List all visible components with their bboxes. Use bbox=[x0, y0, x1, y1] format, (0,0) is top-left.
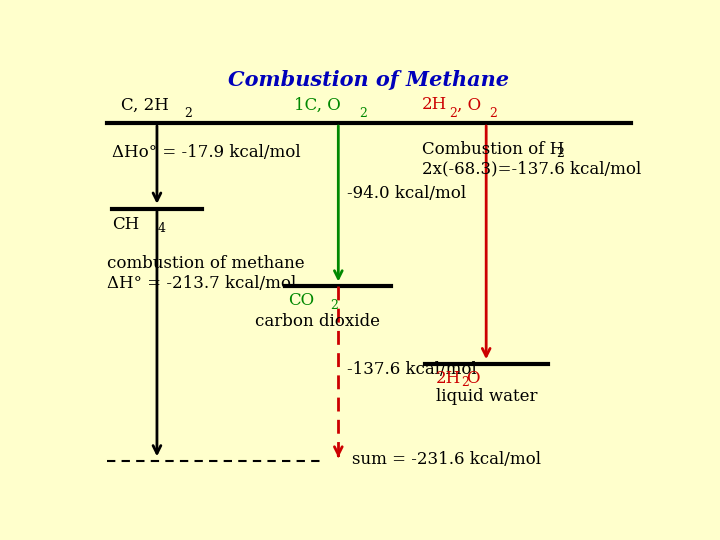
Text: 2: 2 bbox=[556, 147, 564, 160]
Text: 4: 4 bbox=[158, 222, 166, 235]
Text: 2x(-68.3)=-137.6 kcal/mol: 2x(-68.3)=-137.6 kcal/mol bbox=[422, 160, 642, 177]
Text: CH: CH bbox=[112, 215, 140, 233]
Text: 2: 2 bbox=[330, 299, 338, 312]
Text: 2: 2 bbox=[359, 107, 367, 120]
Text: 1C, O: 1C, O bbox=[294, 96, 341, 113]
Text: Combustion of H: Combustion of H bbox=[422, 140, 564, 158]
Text: 2: 2 bbox=[449, 107, 457, 120]
Text: 2: 2 bbox=[489, 107, 497, 120]
Text: carbon dioxide: carbon dioxide bbox=[255, 313, 379, 330]
Text: ΔHᴏ° = -17.9 kcal/mol: ΔHᴏ° = -17.9 kcal/mol bbox=[112, 145, 301, 161]
Text: liquid water: liquid water bbox=[436, 388, 537, 405]
Text: 2: 2 bbox=[184, 107, 192, 120]
Text: 2H: 2H bbox=[422, 96, 447, 113]
Text: 2: 2 bbox=[461, 376, 469, 389]
Text: Combustion of Methane: Combustion of Methane bbox=[228, 70, 510, 90]
Text: O: O bbox=[466, 370, 480, 387]
Text: combustion of methane: combustion of methane bbox=[107, 255, 305, 272]
Text: -137.6 kcal/mol: -137.6 kcal/mol bbox=[347, 361, 477, 379]
Text: sum = -231.6 kcal/mol: sum = -231.6 kcal/mol bbox=[352, 451, 541, 468]
Text: -94.0 kcal/mol: -94.0 kcal/mol bbox=[347, 185, 466, 201]
Text: CO: CO bbox=[288, 292, 314, 309]
Text: , O: , O bbox=[456, 96, 481, 113]
Text: C, 2H: C, 2H bbox=[121, 96, 168, 113]
Text: 2H: 2H bbox=[436, 370, 462, 387]
Text: ΔH° = -213.7 kcal/mol: ΔH° = -213.7 kcal/mol bbox=[107, 275, 296, 293]
